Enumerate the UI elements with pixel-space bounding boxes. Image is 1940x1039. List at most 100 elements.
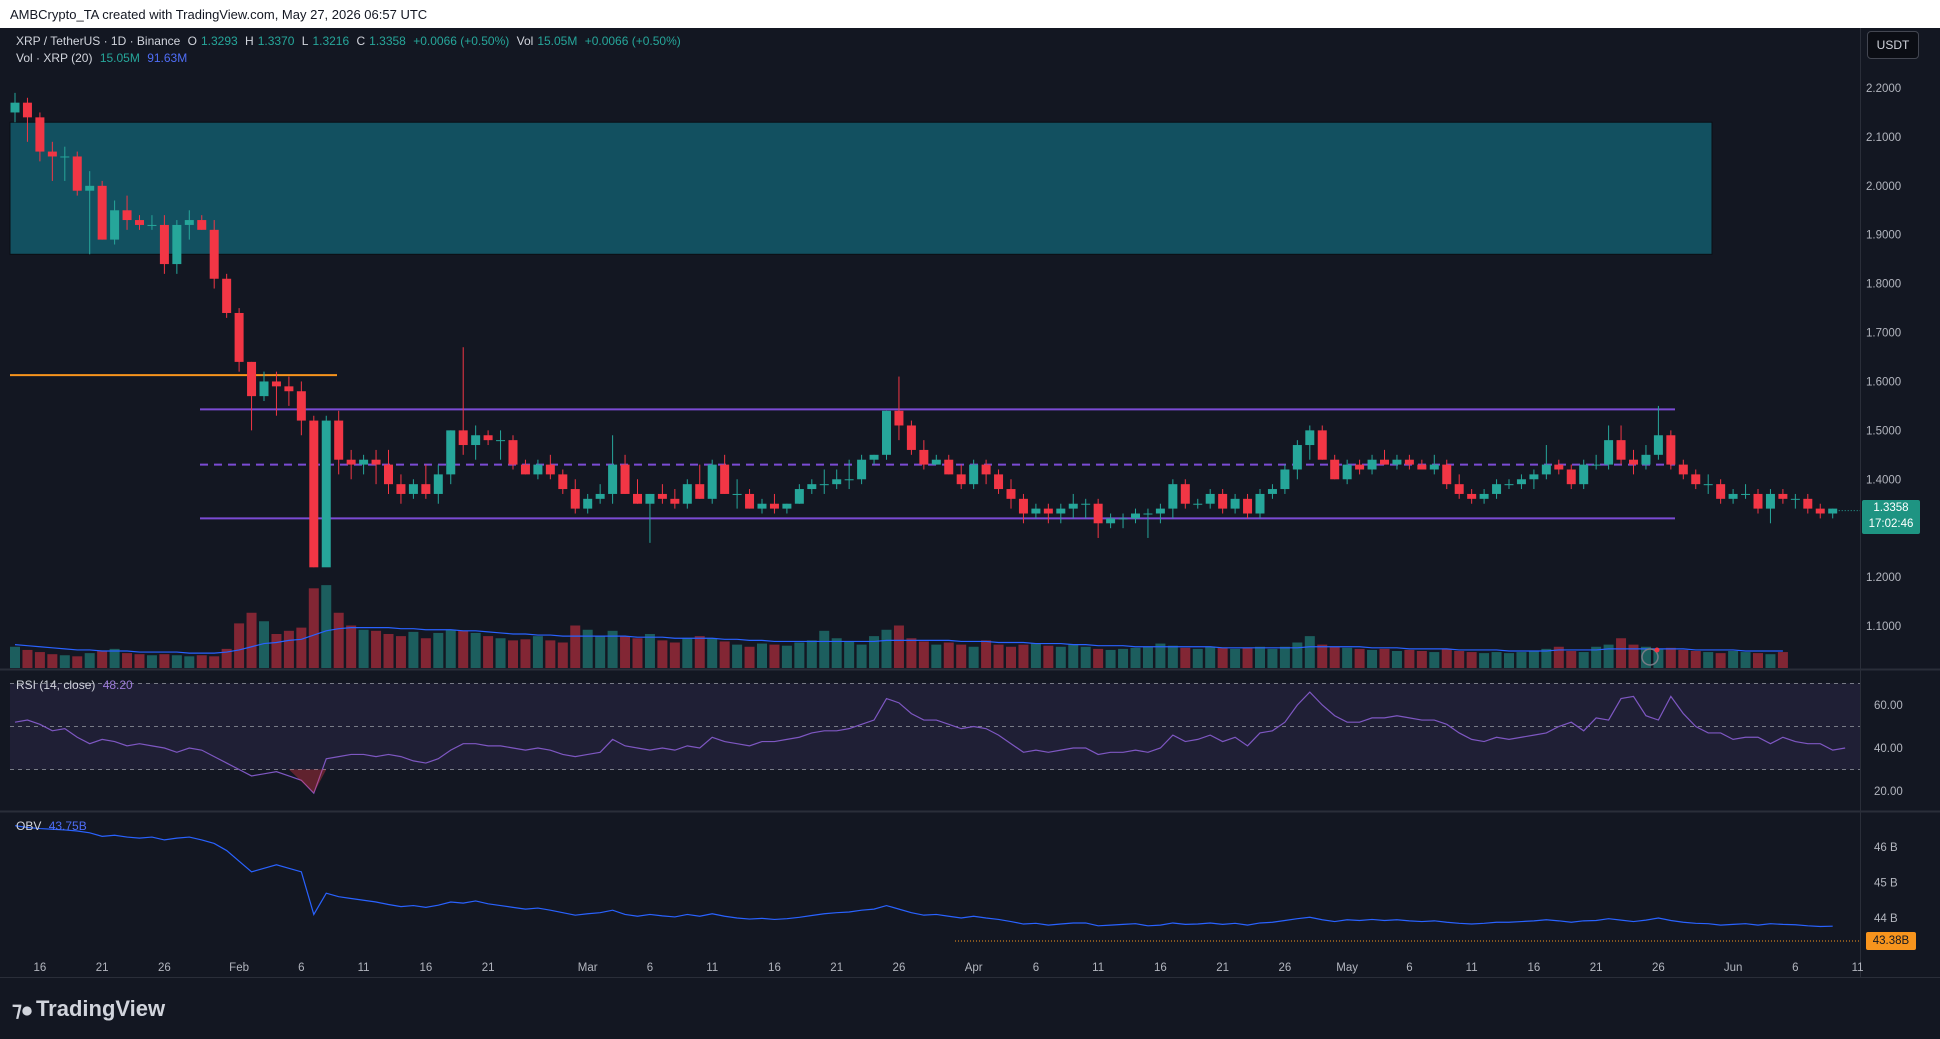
candle-body	[620, 464, 630, 494]
volume-bar	[943, 642, 954, 668]
rsi-oversold-fill	[288, 769, 327, 794]
candle-body	[745, 493, 755, 509]
candle-body	[1629, 459, 1638, 465]
bar-countdown: 17:02:46	[1868, 518, 1914, 530]
candle-body	[1728, 493, 1738, 499]
volume-bar	[981, 640, 992, 668]
candle-body	[1516, 479, 1526, 485]
time-tick-label: 21	[96, 962, 109, 974]
candle-body	[1790, 498, 1800, 500]
candle-body	[894, 410, 904, 426]
volume-bar	[1777, 652, 1788, 668]
time-tick-label: Mar	[578, 962, 598, 974]
candle-body	[1193, 503, 1203, 505]
volume-bar	[445, 629, 456, 668]
volume-bar	[1541, 648, 1552, 668]
obv-value: 43.75B	[48, 819, 87, 833]
volume-bar	[819, 630, 830, 668]
obv-tick-label: 45 B	[1874, 878, 1898, 890]
time-tick-label: 16	[34, 962, 47, 974]
volume-bar	[34, 652, 45, 668]
volume-bar	[1205, 646, 1216, 668]
volume-bar	[1553, 646, 1564, 668]
volume-bar	[433, 632, 444, 668]
candle-body	[844, 479, 854, 481]
replay-indicator-dot	[1654, 647, 1660, 653]
volume-bar	[395, 636, 406, 668]
candle-body	[682, 484, 692, 504]
change-value: +0.0066 (+0.50%)	[413, 34, 510, 48]
last-price: 1.3358	[1873, 502, 1909, 514]
volume-bar	[1142, 646, 1153, 668]
currency-button[interactable]: USDT	[1867, 31, 1919, 59]
candle-body	[458, 430, 468, 446]
volume-bar	[1055, 646, 1066, 668]
volume-bar	[1180, 647, 1191, 668]
candle-body	[769, 503, 779, 509]
volume-bar	[595, 636, 606, 668]
volume-bar	[620, 636, 631, 668]
candle-body	[408, 484, 418, 494]
volume-bar	[1279, 646, 1290, 668]
candle-body	[60, 156, 70, 158]
time-tick-label: 26	[158, 962, 171, 974]
time-tick-label: 6	[1792, 962, 1798, 974]
volume-bar	[1267, 648, 1278, 668]
tradingview-logo[interactable]: ⁊⦁ TradingView	[12, 996, 165, 1022]
volume-bar	[570, 625, 581, 668]
volume-bar	[918, 641, 929, 668]
volume-bar	[1255, 646, 1265, 668]
volume-bar	[893, 625, 904, 668]
volume-bar	[84, 653, 95, 668]
candle-body	[1043, 508, 1053, 514]
candle-body	[1529, 474, 1539, 480]
candle-body	[657, 493, 667, 499]
volume-bar	[383, 634, 394, 668]
open-value: 1.3293	[200, 34, 238, 48]
candle-body	[520, 464, 530, 475]
volume-bar	[881, 629, 892, 668]
time-tick-label: 21	[830, 962, 843, 974]
volume-bar	[856, 644, 867, 668]
time-tick-label: 11	[1466, 962, 1478, 974]
volume-bar	[744, 646, 755, 668]
candle-body	[1267, 489, 1277, 494]
volume-bar	[1466, 652, 1477, 668]
candle-body	[1367, 459, 1377, 470]
candle-body	[1492, 484, 1502, 494]
candle-body	[85, 185, 95, 191]
volume-bar	[1528, 651, 1539, 668]
candle-body	[334, 420, 344, 460]
price-tick-label: 2.2000	[1866, 83, 1901, 95]
candle-body	[1653, 435, 1663, 455]
candle-body	[496, 440, 506, 442]
candle-body	[794, 489, 804, 504]
candle-body	[1467, 493, 1477, 499]
close-value: 1.3358	[369, 34, 406, 48]
vol-change-value: +0.0066 (+0.50%)	[584, 34, 681, 48]
volume-bar	[72, 656, 83, 668]
volume-bar	[956, 644, 967, 668]
candle-body	[346, 459, 356, 465]
rsi-tick-label: 60.00	[1874, 700, 1903, 712]
volume-bar	[97, 651, 108, 668]
candle-body	[832, 479, 842, 485]
candle-body	[1604, 440, 1614, 465]
candle-body	[1380, 459, 1389, 465]
time-tick-label: 26	[1279, 962, 1292, 974]
symbol-title: XRP / TetherUS · 1D · Binance	[16, 34, 181, 48]
low-label: L	[301, 34, 309, 48]
volume-bar	[1753, 653, 1763, 668]
candle-body	[446, 430, 456, 475]
last-price-badge: 1.3358 17:02:46	[1862, 500, 1920, 534]
volume-bar	[321, 585, 332, 668]
candle-body	[545, 464, 555, 475]
time-tick-label: 16	[419, 962, 432, 974]
candle-body	[782, 503, 792, 509]
price-tick-label: 1.4000	[1866, 474, 1901, 486]
volume-bar	[1416, 651, 1427, 668]
volume-bar	[1578, 652, 1589, 668]
candle-body	[595, 493, 605, 499]
volume-bar	[358, 629, 369, 668]
